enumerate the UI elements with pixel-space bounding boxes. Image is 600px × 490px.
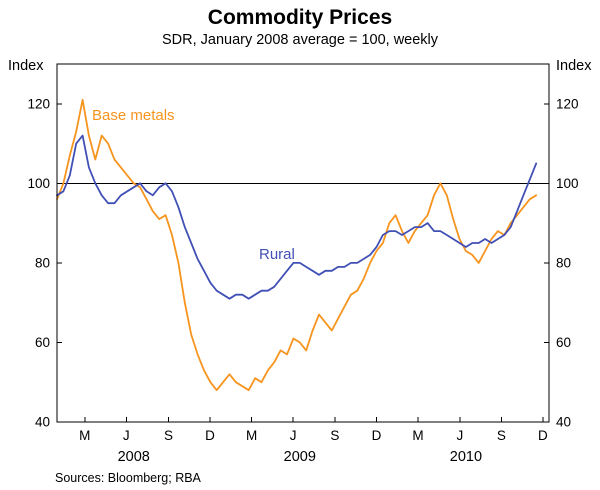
- year-label: 2009: [284, 449, 316, 465]
- commodity-prices-chart: 40 40 60 60 80 80 100 100 120 120 M J S D M J S D M J S D 2008…: [8, 58, 592, 465]
- x-tick-label: S: [164, 428, 173, 443]
- y-tick-label-left: 100: [27, 176, 50, 191]
- year-label: 2008: [118, 449, 150, 465]
- axis-frame: [56, 63, 550, 423]
- x-tick-label: M: [412, 428, 423, 443]
- y-tick-label-left: 60: [35, 335, 50, 350]
- series-label-base-metals: Base metals: [92, 107, 175, 124]
- year-label: 2010: [450, 449, 482, 465]
- y-tick-label-right: 100: [556, 176, 579, 191]
- x-tick-label: M: [79, 428, 90, 443]
- y-axis-title-right: Index: [556, 58, 592, 74]
- x-tick-label: J: [457, 428, 464, 443]
- x-tick-label: J: [123, 428, 130, 443]
- x-tick-label: J: [290, 428, 297, 443]
- series-line-rural: [56, 134, 538, 300]
- x-tick-label: D: [538, 428, 548, 443]
- y-tick-label-right: 40: [556, 415, 571, 430]
- x-tick-label: D: [205, 428, 215, 443]
- y-tick-label-right: 120: [556, 97, 579, 112]
- x-tick-label: S: [330, 428, 339, 443]
- x-tick-label: S: [497, 428, 506, 443]
- x-tick-label: D: [372, 428, 382, 443]
- source-note: Sources: Bloomberg; RBA: [55, 471, 201, 485]
- chart-subtitle: SDR, January 2008 average = 100, weekly: [161, 32, 439, 48]
- series-label-rural: Rural: [259, 246, 295, 263]
- chart-title: Commodity Prices: [207, 6, 393, 29]
- chart-plot-area: 40 40 60 60 80 80 100 100 120 120 M J S D M J S D M J S D 2008…: [27, 97, 578, 465]
- y-tick-label-left: 120: [27, 97, 50, 112]
- x-tick-label: M: [246, 428, 257, 443]
- y-tick-label-left: 80: [35, 256, 50, 271]
- y-axis-title-left: Index: [8, 58, 44, 74]
- y-tick-label-left: 40: [35, 415, 50, 430]
- y-tick-label-right: 60: [556, 335, 571, 350]
- chart-header: Commodity Prices SDR, January 2008 avera…: [0, 0, 600, 50]
- y-tick-label-right: 80: [556, 256, 571, 271]
